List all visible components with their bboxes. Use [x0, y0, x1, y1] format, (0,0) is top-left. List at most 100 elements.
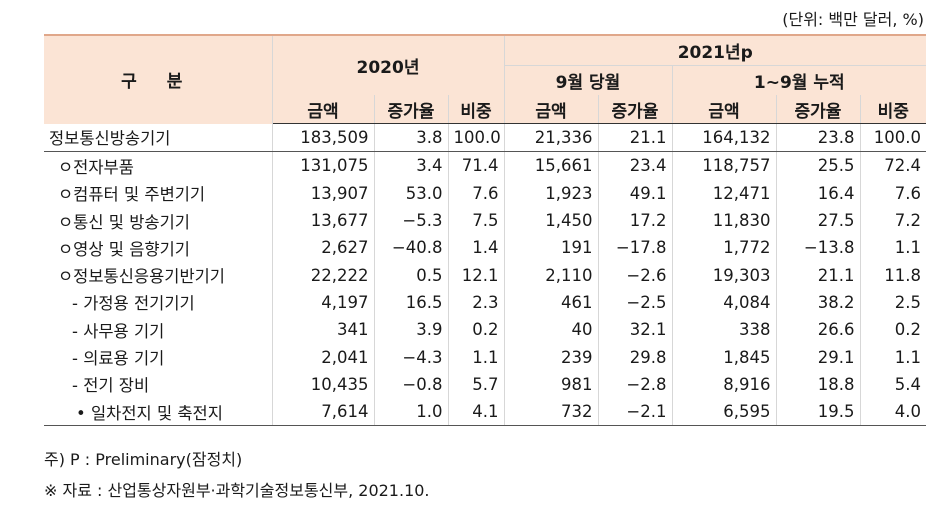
cell: 21.1: [775, 261, 860, 289]
cell: 4,084: [671, 288, 776, 317]
cell: 19,303: [671, 261, 776, 289]
col-amount-2020: 금액: [271, 95, 375, 124]
row-label: ㅇ영상 및 음향기기: [58, 239, 190, 259]
cell: 29.1: [775, 343, 860, 371]
cell: 7.5: [447, 206, 504, 235]
cell: 2,110: [503, 261, 598, 289]
cell: 4.1: [447, 397, 504, 427]
cell: 1,923: [503, 179, 598, 207]
cell: 72.4: [859, 151, 926, 180]
cell: 12,471: [671, 179, 776, 207]
col-growth-sep: 증가율: [597, 95, 673, 124]
cell: 21,336: [503, 123, 598, 153]
col-amount-sep: 금액: [503, 95, 599, 124]
cell: 1.1: [447, 343, 504, 371]
table-row: ㅇ영상 및 음향기기 2,627 −40.8 1.4 191 −17.8 1,7…: [44, 234, 926, 262]
cell: 40: [503, 316, 598, 344]
export-table: 구 분 2020년 2021년p 9월 당월 1~9월 누적 금액 증가율 비중…: [44, 34, 926, 427]
cell: 4.0: [859, 397, 926, 427]
table-row: 정보통신방송기기 183,509 3.8 100.0 21,336 21.1 1…: [44, 123, 926, 153]
row-label: - 전기 장비: [72, 376, 150, 396]
cell: 38.2: [775, 288, 860, 317]
cell: 3.9: [373, 316, 448, 344]
cell: 1.1: [859, 234, 926, 262]
cell: −13.8: [775, 234, 860, 262]
cell: −4.3: [373, 343, 448, 371]
table-body: 정보통신방송기기 183,509 3.8 100.0 21,336 21.1 1…: [44, 123, 926, 427]
cell: 23.8: [775, 123, 860, 153]
cell: 2.5: [859, 288, 926, 317]
cell: 3.8: [373, 123, 448, 153]
row-label: - 가정용 전기기기: [72, 294, 195, 314]
cell: −17.8: [597, 234, 672, 262]
cell: 7.2: [859, 206, 926, 235]
cell: 461: [503, 288, 598, 317]
cell: −2.6: [597, 261, 672, 289]
cell: 1.4: [447, 234, 504, 262]
cell: 4,197: [271, 288, 374, 317]
col-growth-2020: 증가율: [373, 95, 449, 124]
cell: 338: [671, 316, 776, 344]
row-label: 정보통신방송기기: [44, 123, 272, 153]
cell: 1,450: [503, 206, 598, 235]
cell: 22,222: [271, 261, 374, 289]
col-share-cum: 비중: [859, 95, 926, 124]
cell: 2,627: [271, 234, 374, 262]
table-row: ㅇ컴퓨터 및 주변기기 13,907 53.0 7.6 1,923 49.1 1…: [44, 179, 926, 207]
cell: 15,661: [503, 151, 598, 180]
cell: 100.0: [447, 123, 504, 153]
cell: 23.4: [597, 151, 672, 180]
col-growth-cum: 증가율: [775, 95, 861, 124]
row-label: ㅇ컴퓨터 및 주변기기: [58, 185, 206, 205]
cell: 732: [503, 397, 598, 427]
cell: 191: [503, 234, 598, 262]
cell: 0.5: [373, 261, 448, 289]
cell: 341: [271, 316, 374, 344]
cell: 19.5: [775, 397, 860, 427]
col-share-2020: 비중: [447, 95, 505, 124]
cell: 1.1: [859, 343, 926, 371]
cell: 1,845: [671, 343, 776, 371]
table-row: - 의료용 기기 2,041 −4.3 1.1 239 29.8 1,845 2…: [44, 343, 926, 371]
cell: 11.8: [859, 261, 926, 289]
table-row: - 사무용 기기 341 3.9 0.2 40 32.1 338 26.6 0.…: [44, 316, 926, 344]
cell: 71.4: [447, 151, 504, 180]
year-2020-header: 2020년: [271, 34, 505, 95]
cell: 11,830: [671, 206, 776, 235]
cell: −0.8: [373, 370, 448, 398]
cell: 32.1: [597, 316, 672, 344]
cell: −5.3: [373, 206, 448, 235]
jan-sep-header: 1~9월 누적: [671, 65, 926, 95]
cell: 3.4: [373, 151, 448, 180]
cell: 118,757: [671, 151, 776, 180]
cell: 100.0: [859, 123, 926, 153]
cell: 18.8: [775, 370, 860, 398]
cell: 17.2: [597, 206, 672, 235]
cell: 164,132: [671, 123, 776, 153]
cell: 7.6: [859, 179, 926, 207]
unit-note: (단위: 백만 달러, %): [782, 10, 924, 29]
cell: 8,916: [671, 370, 776, 398]
table-header: 구 분 2020년 2021년p 9월 당월 1~9월 누적 금액 증가율 비중…: [44, 34, 926, 124]
cell: −2.5: [597, 288, 672, 317]
cell: 0.2: [859, 316, 926, 344]
table-row: - 전기 장비 10,435 −0.8 5.7 981 −2.8 8,916 1…: [44, 370, 926, 398]
cell: 239: [503, 343, 598, 371]
table-row: • 일차전지 및 축전지 7,614 1.0 4.1 732 −2.1 6,59…: [44, 397, 926, 427]
cell: 7,614: [271, 397, 374, 427]
cell: −2.1: [597, 397, 672, 427]
row-label: - 사무용 기기: [72, 321, 165, 341]
row-label: ㅇ전자부품: [58, 157, 134, 177]
cell: 26.6: [775, 316, 860, 344]
table-row: ㅇ정보통신응용기반기기 22,222 0.5 12.1 2,110 −2.6 1…: [44, 261, 926, 289]
cell: 981: [503, 370, 598, 398]
col-amount-cum: 금액: [671, 95, 777, 124]
cell: 16.4: [775, 179, 860, 207]
cell: 131,075: [271, 151, 374, 180]
source-note: ※ 자료 : 산업통상자원부·과학기술정보통신부, 2021.10.: [44, 481, 430, 500]
cell: 183,509: [271, 123, 374, 153]
row-label: • 일차전지 및 축전지: [44, 397, 272, 427]
cell: 12.1: [447, 261, 504, 289]
sep-month-header: 9월 당월: [503, 65, 673, 95]
cell: 27.5: [775, 206, 860, 235]
